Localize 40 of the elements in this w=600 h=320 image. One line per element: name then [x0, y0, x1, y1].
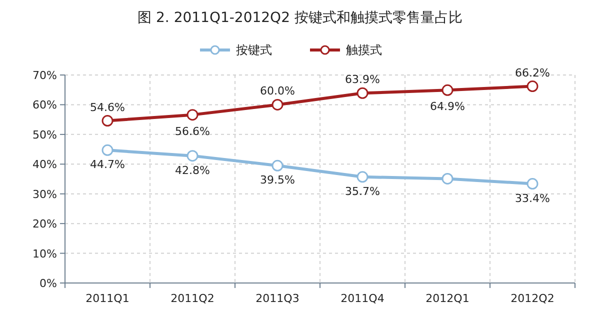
y-tick-label: 70%	[32, 69, 57, 82]
chart-title: 图 2. 2011Q1-2012Q2 按键式和触摸式零售量占比	[138, 10, 462, 26]
x-tick-label: 2012Q1	[426, 292, 470, 305]
point	[272, 160, 284, 172]
point	[186, 109, 198, 121]
data-label: 56.6%	[175, 124, 210, 138]
legend-label: 按键式	[236, 43, 272, 57]
data-label: 54.6%	[90, 100, 125, 114]
x-tick-label: 2011Q1	[86, 292, 130, 305]
point	[442, 84, 454, 96]
x-tick-label: 2011Q3	[256, 292, 300, 305]
point	[526, 80, 538, 92]
point	[186, 150, 198, 162]
legend-label: 触摸式	[346, 43, 382, 57]
y-tick-label: 40%	[32, 158, 57, 172]
x-tick-label: 2011Q4	[340, 292, 384, 305]
y-tick-label: 20%	[32, 218, 57, 231]
data-label: 35.7%	[345, 184, 380, 198]
x-tick-label: 2011Q2	[170, 292, 214, 305]
point	[356, 171, 368, 183]
point	[272, 98, 284, 110]
data-label: 42.8%	[175, 164, 210, 177]
x-tick-label: 2012Q2	[510, 292, 554, 305]
point	[442, 172, 454, 184]
data-label: 33.4%	[515, 192, 550, 205]
point	[102, 144, 114, 156]
y-tick-label: 60%	[32, 98, 57, 112]
data-label: 66.2%	[515, 66, 550, 80]
y-tick-label: 10%	[32, 247, 57, 260]
data-label: 63.9%	[345, 73, 380, 86]
point	[102, 115, 114, 127]
data-label: 39.5%	[260, 174, 295, 187]
point	[356, 87, 368, 99]
y-tick-label: 0%	[40, 277, 57, 290]
point	[526, 178, 538, 190]
data-label: 44.7%	[90, 158, 125, 172]
y-tick-label: 30%	[32, 188, 57, 201]
data-label: 60.0%	[260, 84, 295, 98]
data-label: 64.9%	[430, 100, 465, 114]
y-tick-label: 50%	[32, 128, 57, 142]
